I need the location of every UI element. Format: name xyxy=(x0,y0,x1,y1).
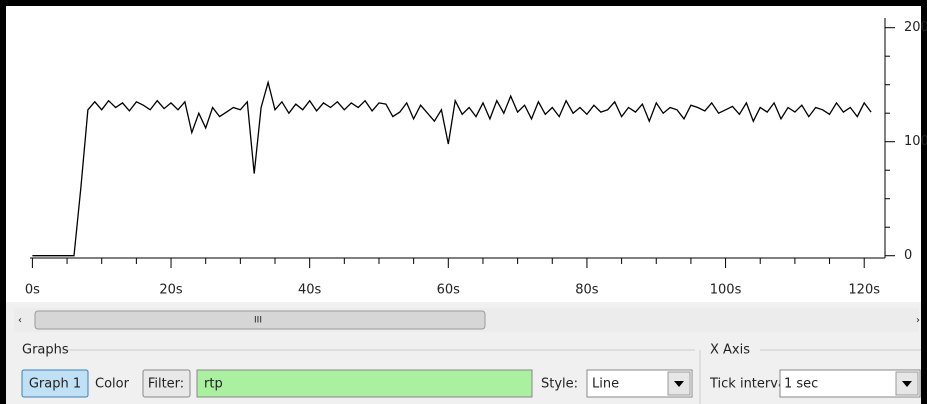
color-label: Color xyxy=(95,377,130,392)
scroll-right[interactable]: › xyxy=(916,315,920,326)
y-tick-label: 200 xyxy=(904,20,927,35)
filter-input[interactable] xyxy=(196,369,533,398)
graphs-group-label: Graphs xyxy=(22,343,69,358)
scroll-left[interactable]: ‹ xyxy=(18,315,22,326)
filter-button[interactable] xyxy=(142,369,191,398)
plot-background xyxy=(6,6,921,302)
tick-interval-label: Tick interval: xyxy=(709,377,794,392)
data-line xyxy=(32,79,872,257)
dropdown-arrow xyxy=(902,381,912,387)
dropdown-arrow xyxy=(674,381,684,387)
y-tick-label: 0 xyxy=(904,248,912,263)
tick-interval-value: 1 sec xyxy=(784,377,818,392)
x-tick-label: 20s xyxy=(159,283,183,298)
scrollbar-thumb[interactable] xyxy=(34,310,486,330)
graph-button-label: Graph 1 xyxy=(29,377,81,392)
x-tick-label: 40s xyxy=(298,283,322,298)
x-tick-label: 120s xyxy=(848,283,880,298)
filter-button-label: Filter: xyxy=(148,377,184,392)
y-tick-label: 100 xyxy=(904,134,927,149)
x-tick-label: 100s xyxy=(710,283,742,298)
x-tick-label: 80s xyxy=(575,283,599,298)
xaxis-group-label: X Axis xyxy=(710,343,750,358)
scrollbar-grip: III xyxy=(254,316,262,326)
x-tick-label: 0s xyxy=(25,283,40,298)
x-tick-label: 60s xyxy=(437,283,461,298)
graph-button[interactable] xyxy=(21,369,89,398)
style-value: Line xyxy=(592,377,619,392)
filter-value: rtp xyxy=(204,377,223,392)
style-label: Style: xyxy=(541,377,578,392)
